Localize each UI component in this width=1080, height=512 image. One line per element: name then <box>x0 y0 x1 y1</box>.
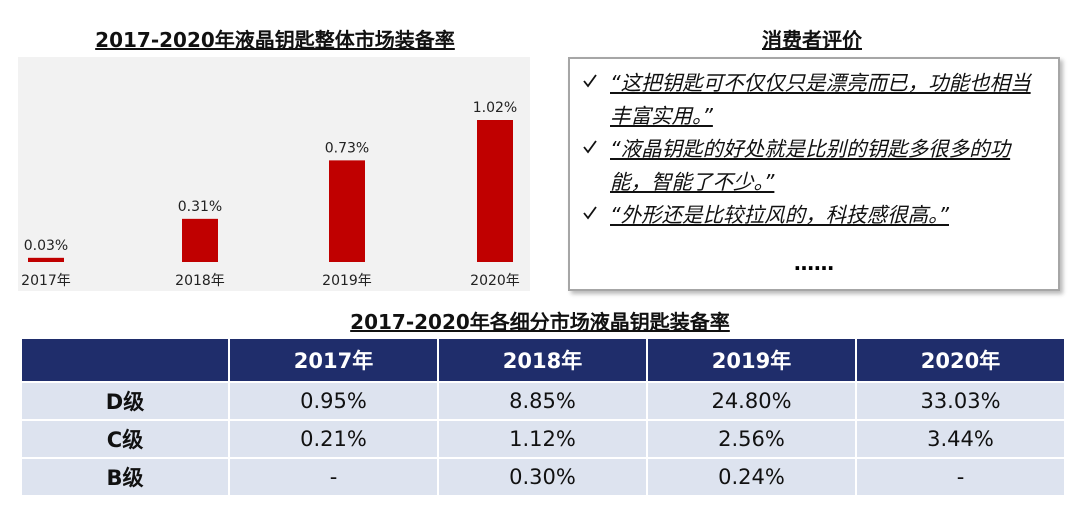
bar <box>329 160 365 262</box>
table-cell: 1.12% <box>437 419 648 459</box>
chart-title: 2017-2020年液晶钥匙整体市场装备率 <box>95 28 455 52</box>
review-text: “这把钥匙可不仅仅只是漂亮而已，功能也相当丰富实用。” <box>610 71 1031 128</box>
table-cell: 2.56% <box>646 419 857 459</box>
header-cell: 2020年 <box>855 337 1066 383</box>
row-label: C级 <box>20 419 230 459</box>
table-row: C级 0.21% 1.12% 2.56% 3.44% <box>20 419 1066 459</box>
chart: 0.03% 2017年 0.31% 2018年 0.73% 2019年 1.02% 2020年 <box>18 57 530 291</box>
checkmark <box>582 73 598 93</box>
check-icon <box>583 206 597 220</box>
table-cell: - <box>855 457 1066 497</box>
review-text: “液晶钥匙的好处就是比别的钥匙多很多的功能，智能了不少。” <box>610 137 1011 194</box>
x-tick-label: 2019年 <box>322 273 372 289</box>
checkmark <box>582 205 598 225</box>
value-label: 0.03% <box>24 238 68 254</box>
header-cell: 2017年 <box>228 337 439 383</box>
check-icon <box>583 140 597 154</box>
table-cell: 33.03% <box>855 381 1066 421</box>
ellipsis: …… <box>794 251 834 275</box>
table: 2017年 2018年 2019年 2020年 D级 0.95% 8.85% 24.80% 33… <box>20 337 1066 497</box>
x-tick-label: 2020年 <box>470 273 520 289</box>
bar <box>28 257 64 262</box>
review-text: “外形还是比较拉风的，科技感很高。” <box>610 203 949 227</box>
bar <box>477 120 513 262</box>
value-label: 1.02% <box>473 100 517 116</box>
table-cell: 24.80% <box>646 381 857 421</box>
table-cell: 0.21% <box>228 419 439 459</box>
header-cell: 2018年 <box>437 337 648 383</box>
checkmark <box>582 139 598 159</box>
bar <box>182 218 218 262</box>
header-cell: 2019年 <box>646 337 857 383</box>
check-icon <box>583 74 597 88</box>
header-row: 2017年 2018年 2019年 2020年 <box>20 337 1066 383</box>
reviews-title: 消费者评价 <box>762 28 862 52</box>
row-label: D级 <box>20 381 230 421</box>
table-cell: 0.30% <box>437 457 648 497</box>
x-tick-label: 2018年 <box>175 273 225 289</box>
value-label: 0.73% <box>325 140 369 156</box>
table-cell: 0.95% <box>228 381 439 421</box>
x-tick-label: 2017年 <box>21 273 71 289</box>
reviews-box: …… “这把钥匙可不仅仅只是漂亮而已，功能也相当丰富实用。” “液晶钥匙的好处就是… <box>568 57 1060 291</box>
table-cell: 3.44% <box>855 419 1066 459</box>
header-cell <box>20 337 230 383</box>
table-row: B级 -0.30% 0.24% - <box>20 457 1066 497</box>
value-label: 0.31% <box>178 199 222 215</box>
plot-background <box>18 57 530 291</box>
table-cell: 0.24% <box>646 457 857 497</box>
table-title: 2017-2020年各细分市场液晶钥匙装备率 <box>350 310 730 334</box>
table-cell: - <box>228 457 439 497</box>
table-row: D级 0.95% 8.85% 24.80% 33.03% <box>20 381 1066 421</box>
table-cell: 8.85% <box>437 381 648 421</box>
row-label: B级 <box>20 457 230 497</box>
